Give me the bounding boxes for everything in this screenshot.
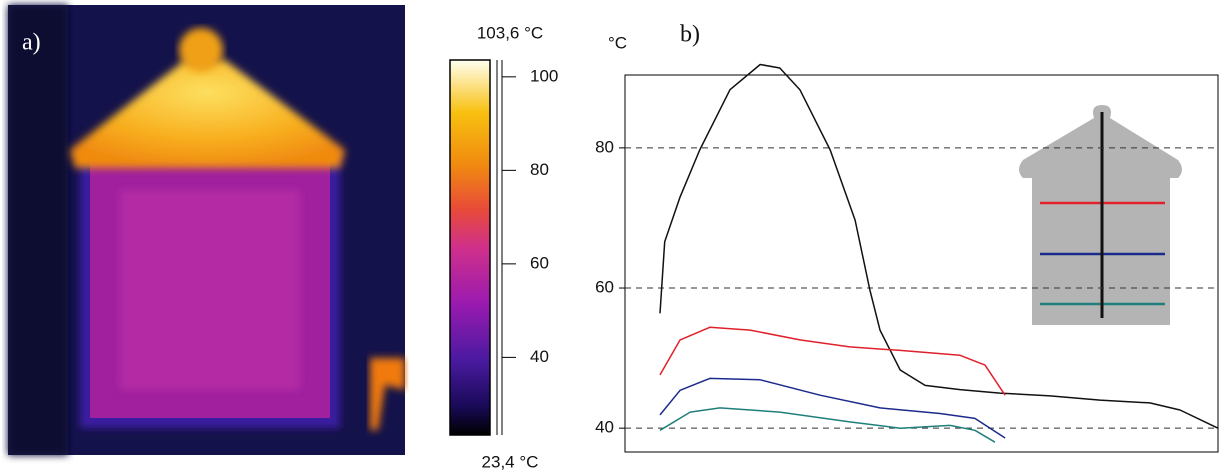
y-tick-label: 60 <box>595 278 614 297</box>
tick-label: 100 <box>530 66 558 85</box>
colorbar <box>449 59 491 436</box>
thermal-image <box>8 5 405 455</box>
y-tick-label: 40 <box>595 418 614 437</box>
y-axis-label: °C <box>608 33 627 52</box>
data-line <box>659 407 996 443</box>
plot-frame <box>624 74 1219 453</box>
tick-label: 80 <box>530 160 549 179</box>
data-line <box>659 63 1219 429</box>
y-tick-label: 80 <box>595 137 614 156</box>
colorbar-max-label: 103,6 °C <box>477 23 543 42</box>
data-line <box>659 326 1006 396</box>
panel-label: b) <box>680 22 700 48</box>
colorbar-min-label: 23,4 °C <box>482 452 539 471</box>
data-line <box>659 377 1006 439</box>
tick-label: 40 <box>530 347 549 366</box>
tick-label: 60 <box>530 253 549 272</box>
inset-sketch <box>1019 105 1182 325</box>
panel-label: a) <box>22 30 41 56</box>
